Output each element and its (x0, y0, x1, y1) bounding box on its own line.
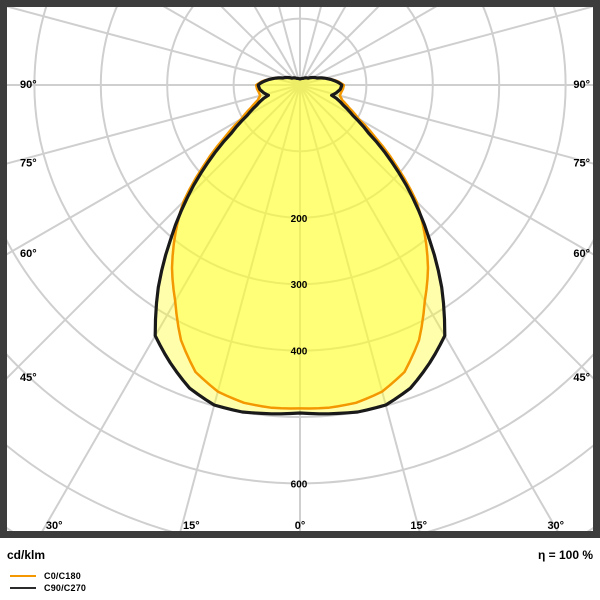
grid-ray (7, 84, 301, 380)
angle-label-left: 60° (20, 248, 37, 260)
angle-label-left: 45° (20, 372, 37, 384)
polar-plot-area: 200 300 400 600 90° 90° 75° 75° 60° 60° 45° 45° 30° 1… (0, 0, 600, 538)
grid-ray (299, 7, 593, 86)
ring-value-label: 300 (291, 280, 308, 291)
grid-ray (299, 7, 380, 86)
grid-ray (179, 84, 301, 531)
polar-grid (7, 7, 593, 531)
ring-value-label: 200 (291, 214, 308, 225)
legend-item-c90-c270: C90/C270 (0, 582, 300, 594)
grid-ray (299, 84, 421, 531)
legend: C0/C180 C90/C270 (0, 570, 300, 594)
plot-frame (0, 0, 600, 538)
angle-label-left: 75° (20, 158, 37, 170)
grid-ray (7, 84, 301, 165)
fill-c0-c180 (172, 77, 428, 409)
angle-label-bottom: 0° (295, 520, 306, 532)
legend-label: C0/C180 (44, 571, 81, 581)
grid-ray (7, 7, 301, 86)
curve-fills (155, 77, 445, 414)
grid-ray (299, 84, 593, 380)
grid-ray (299, 7, 438, 86)
angle-label-bottom: 15° (183, 520, 200, 532)
grid-ray (220, 7, 301, 86)
chart-footer: cd/klm η = 100 % C0/C180 C90/C270 (0, 538, 600, 600)
grid-ray (299, 84, 559, 531)
angle-label-bottom: 30° (46, 520, 63, 532)
angle-label-right: 90° (573, 79, 590, 91)
angle-label-bottom: 30° (547, 520, 564, 532)
grid-ray (7, 84, 301, 256)
grid-ray (299, 84, 593, 256)
curve-c90-c270 (153, 75, 447, 416)
angle-label-right: 45° (573, 372, 590, 384)
angle-label-right: 75° (573, 158, 590, 170)
legend-line-swatch-orange (10, 575, 36, 577)
efficiency-label: η = 100 % (537, 548, 593, 562)
grid-ray (162, 7, 301, 86)
ring-value-label: 400 (291, 347, 308, 358)
unit-label: cd/klm (7, 548, 46, 562)
legend-label: C90/C270 (44, 583, 87, 593)
angle-label-bottom: 15° (410, 520, 427, 532)
polar-distribution-chart: 200 300 400 600 90° 90° 75° 75° 60° 60° 45° 45° 30° 1… (0, 0, 600, 538)
legend-line-swatch-black (10, 587, 36, 589)
angle-label-left: 90° (20, 79, 37, 91)
ring-value-label: 600 (291, 479, 308, 490)
grid-ray (299, 84, 593, 165)
fill-c90-c270 (155, 77, 445, 414)
grid-ray (41, 84, 301, 531)
legend-item-c0-c180: C0/C180 (0, 570, 300, 582)
angle-label-right: 60° (573, 248, 590, 260)
